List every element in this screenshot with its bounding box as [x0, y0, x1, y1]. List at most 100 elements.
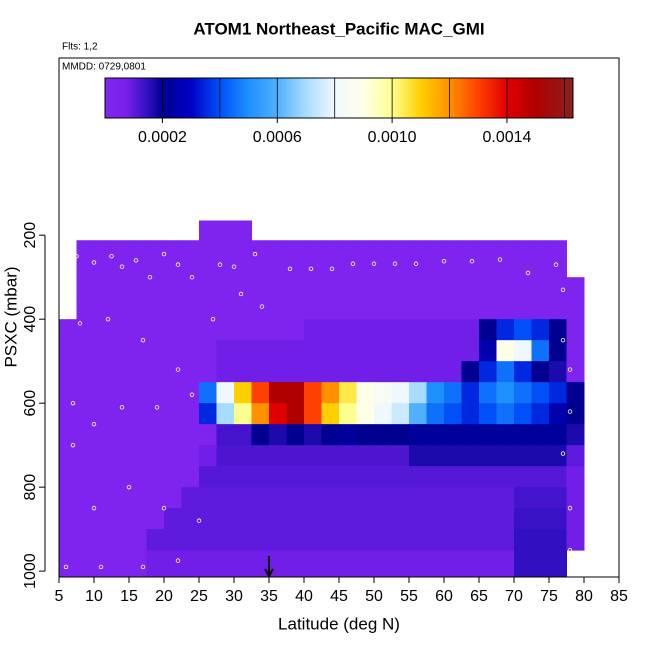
annotation: MMDD: 0729,0801: [62, 62, 146, 73]
cell: [76, 424, 95, 446]
track-point: [196, 518, 202, 523]
cell: [111, 550, 130, 572]
cell: [566, 361, 585, 383]
cell: [549, 298, 567, 320]
cell: [461, 298, 480, 320]
cell: [269, 340, 287, 362]
cell: [111, 340, 130, 362]
cell: [234, 571, 252, 577]
cell: [374, 403, 392, 425]
cell: [409, 466, 427, 488]
cell: [549, 403, 567, 425]
cell: [216, 298, 235, 320]
cell: [234, 487, 252, 509]
cell: [566, 319, 585, 341]
cell: [216, 361, 235, 383]
cell: [409, 445, 427, 467]
cell: [216, 240, 235, 257]
track-point: [189, 392, 195, 397]
cell: [164, 298, 182, 320]
cell: [111, 361, 130, 383]
cell: [304, 340, 322, 362]
cell: [356, 487, 375, 509]
cell: [339, 319, 357, 341]
cell: [164, 240, 182, 257]
cell: [181, 361, 200, 383]
cell: [321, 424, 340, 446]
cell: [94, 256, 112, 278]
cell: [391, 571, 410, 577]
cell: [251, 445, 270, 467]
cell: [94, 298, 112, 320]
cell: [321, 466, 340, 488]
cell: [409, 319, 427, 341]
cell: [409, 424, 427, 446]
cell: [111, 466, 130, 488]
x-tick-label: 40: [295, 588, 313, 605]
cell: [76, 240, 95, 257]
cell: [199, 508, 217, 530]
chart-title: ATOM1 Northeast_Pacific MAC_GMI: [193, 19, 484, 38]
cell: [514, 424, 532, 446]
track-point: [147, 274, 153, 280]
track-point: [175, 262, 181, 267]
cell: [531, 550, 550, 572]
cell: [216, 382, 235, 404]
cell: [94, 403, 112, 425]
cell: [199, 403, 217, 425]
cell: [374, 319, 392, 341]
cell: [566, 508, 585, 530]
cell: [356, 508, 375, 530]
cell: [409, 361, 427, 383]
cell: [234, 466, 252, 488]
track-point: [567, 409, 573, 414]
cell: [304, 487, 322, 509]
cell: [339, 256, 357, 278]
cell: [234, 424, 252, 446]
y-tick-label: 1000: [22, 553, 39, 589]
cell: [356, 256, 375, 278]
cell: [444, 240, 462, 257]
cell: [216, 529, 235, 551]
track-point: [560, 287, 566, 292]
cell: [129, 361, 147, 383]
cell: [286, 529, 305, 551]
cell: [286, 361, 305, 383]
cell: [251, 571, 270, 577]
cell: [479, 550, 497, 572]
cell: [549, 487, 567, 509]
cell: [304, 403, 322, 425]
cell: [391, 445, 410, 467]
track-point: [63, 564, 69, 570]
cell: [199, 382, 217, 404]
cell: [496, 487, 515, 509]
cell: [94, 445, 112, 467]
cell: [94, 424, 112, 446]
cell: [129, 508, 147, 530]
cell: [164, 361, 182, 383]
cell: [146, 487, 165, 509]
cell: [426, 424, 445, 446]
cell: [339, 403, 357, 425]
cell: [426, 529, 445, 551]
y-tick-label: 600: [22, 390, 39, 417]
track-point: [308, 266, 314, 271]
cell: [496, 382, 515, 404]
cell: [531, 382, 550, 404]
track-point: [119, 405, 125, 410]
track-point: [70, 400, 76, 406]
cell: [339, 487, 357, 509]
track-point: [567, 367, 573, 372]
cell: [356, 277, 375, 299]
x-tick-label: 45: [330, 588, 348, 605]
cell: [514, 445, 532, 467]
cell: [269, 508, 287, 530]
cell: [304, 256, 322, 278]
cell: [199, 529, 217, 551]
track-point: [560, 337, 566, 343]
cell: [356, 424, 375, 446]
cell: [374, 382, 392, 404]
cell: [251, 277, 270, 299]
cell: [304, 319, 322, 341]
cell: [461, 571, 480, 577]
